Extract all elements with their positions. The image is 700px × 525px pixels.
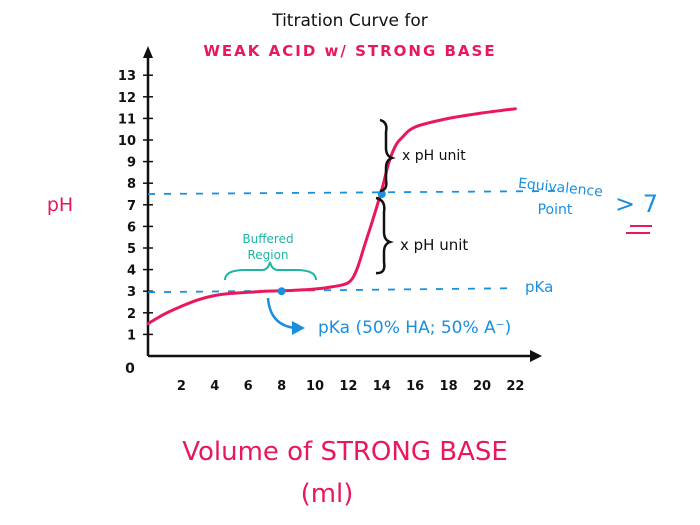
origin-label: 0 — [125, 361, 135, 377]
x-tick-label: 20 — [473, 379, 491, 394]
lower-brace-icon — [375, 196, 394, 275]
upper-brace-icon — [379, 118, 396, 193]
equivalence-label-line1: Equivalence — [517, 176, 603, 201]
x-axis-label-line1: Volume of STRONG BASE — [182, 437, 508, 467]
x-tick-label: 12 — [339, 379, 357, 394]
x-axis-arrow-icon — [530, 350, 542, 362]
equivalence-label-line2: Point — [538, 202, 573, 218]
upper-brace-note: x pH unit — [402, 148, 466, 164]
x-tick-label: 14 — [373, 379, 391, 394]
y-tick-label: 12 — [118, 91, 136, 106]
x-tick-label: 22 — [506, 379, 524, 394]
y-axis-label: pH — [47, 194, 73, 216]
x-ticks: 2 4 6 8 10 12 14 16 18 20 22 — [177, 379, 525, 394]
pka-line-label: pKa — [525, 278, 553, 296]
y-axis-arrow-icon — [143, 46, 153, 58]
half-equivalence-point — [277, 287, 286, 296]
y-tick-label: 4 — [127, 264, 136, 279]
y-tick-label: 2 — [127, 307, 136, 322]
pka-arrowhead-icon — [292, 321, 305, 335]
y-tick-label: 13 — [118, 69, 136, 84]
x-axis-label-line2: (ml) — [301, 479, 354, 509]
pka-guide-line — [147, 287, 516, 294]
equivalence-point — [377, 190, 386, 198]
equivalence-value: > 7 — [615, 190, 658, 218]
y-tick-label: 3 — [127, 285, 136, 300]
buffered-label-line1: Buffered — [242, 232, 293, 246]
y-tick-label: 10 — [118, 134, 136, 149]
equivalence-guide-line — [147, 190, 561, 195]
y-tick-label: 5 — [127, 242, 136, 257]
chart-title: Titration Curve for — [271, 11, 428, 31]
buffered-label-line2: Region — [247, 248, 288, 262]
x-tick-label: 6 — [244, 379, 253, 394]
y-tick-label: 11 — [118, 112, 136, 127]
lower-brace-note: x pH unit — [400, 236, 468, 254]
x-tick-label: 16 — [406, 379, 424, 394]
pka-arrow-icon — [266, 297, 296, 330]
y-tick-label: 7 — [127, 199, 136, 214]
chart-subtitle: WEAK ACID w/ STRONG BASE — [203, 42, 496, 60]
x-tick-label: 2 — [177, 379, 186, 394]
axes — [143, 46, 542, 362]
x-tick-label: 8 — [277, 379, 286, 394]
y-tick-label: 1 — [127, 328, 136, 343]
y-tick-label: 8 — [127, 177, 136, 192]
x-tick-label: 18 — [440, 379, 458, 394]
x-tick-label: 4 — [210, 379, 219, 394]
pka-note: pKa (50% HA; 50% A⁻) — [318, 318, 511, 338]
y-tick-label: 9 — [127, 156, 136, 171]
buffered-brace-icon — [224, 261, 317, 281]
y-tick-label: 6 — [127, 220, 136, 235]
titration-curve — [146, 107, 517, 326]
x-tick-label: 10 — [306, 379, 324, 394]
